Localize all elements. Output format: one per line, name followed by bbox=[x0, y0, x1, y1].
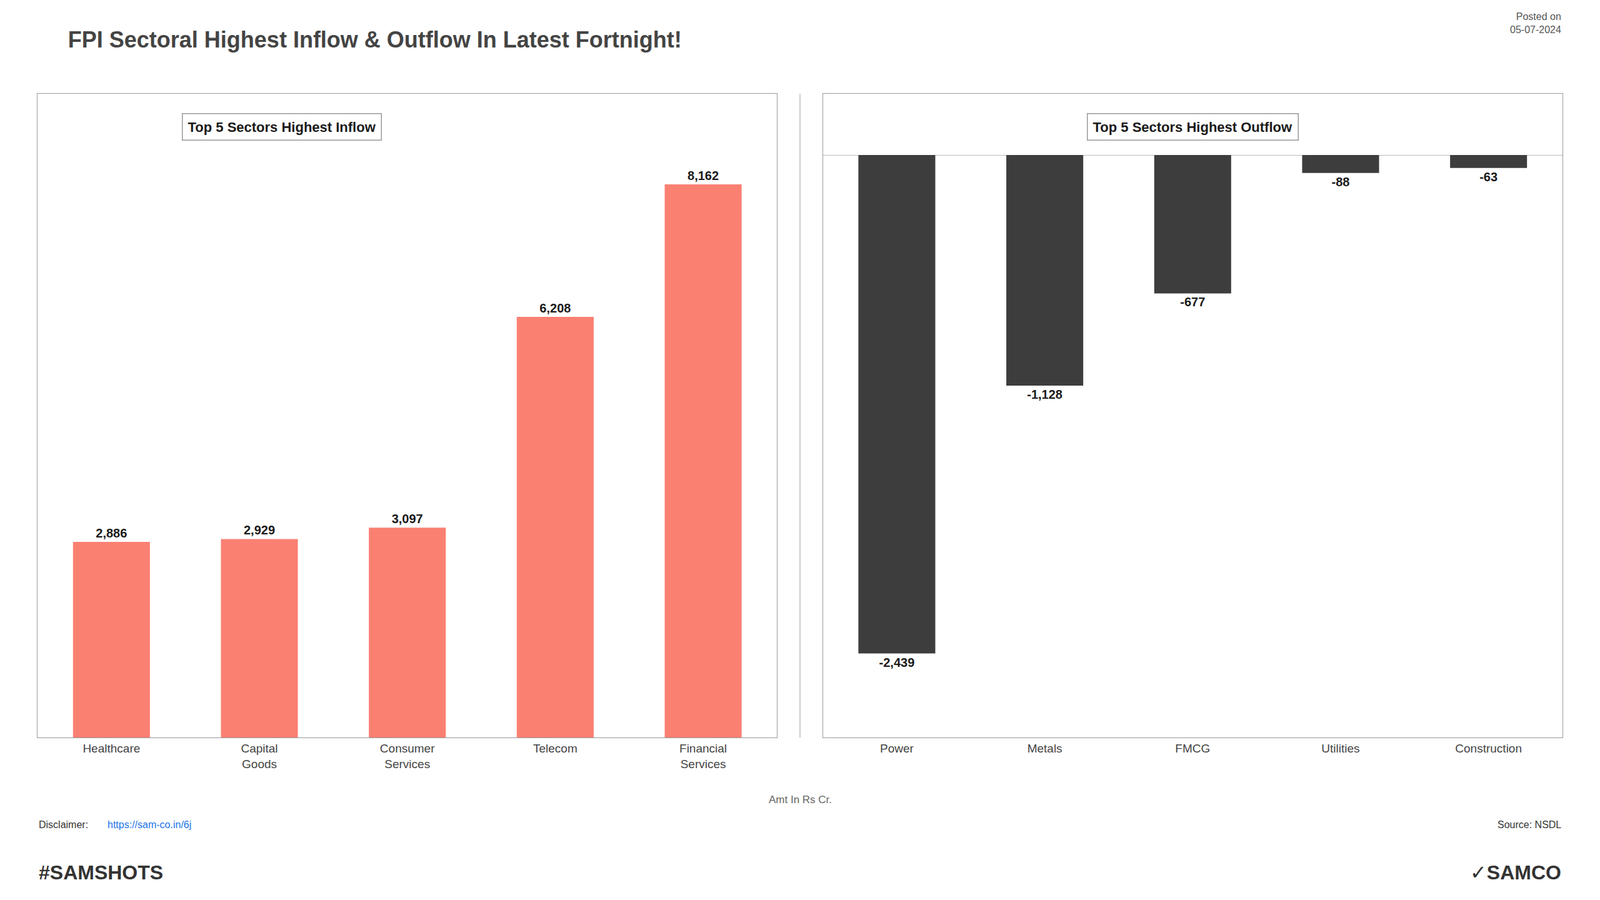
svg-text:-63: -63 bbox=[1479, 170, 1498, 184]
svg-text:2,929: 2,929 bbox=[243, 523, 275, 537]
svg-text:Amt In Rs Cr.: Amt In Rs Cr. bbox=[768, 793, 832, 806]
svg-text:2,886: 2,886 bbox=[95, 526, 127, 540]
svg-text:https://sam-co.in/6j: https://sam-co.in/6j bbox=[107, 819, 192, 830]
svg-text:FPI Sectoral Highest Inflow &: FPI Sectoral Highest Inflow & Outflow In… bbox=[68, 26, 682, 53]
svg-text:Disclaimer:: Disclaimer: bbox=[38, 819, 92, 830]
svg-text:Healthcare: Healthcare bbox=[82, 741, 140, 755]
svg-text:6,208: 6,208 bbox=[539, 301, 571, 315]
svg-text:CapitalGoods: CapitalGoods bbox=[240, 741, 278, 771]
svg-text:ConsumerServices: ConsumerServices bbox=[380, 741, 435, 771]
svg-text:Utilities: Utilities bbox=[1321, 741, 1360, 755]
svg-text:Top 5 Sectors Highest Inflow: Top 5 Sectors Highest Inflow bbox=[188, 119, 377, 135]
svg-text:3,097: 3,097 bbox=[391, 511, 424, 526]
svg-text:Telecom: Telecom bbox=[533, 741, 578, 755]
svg-text:-2,439: -2,439 bbox=[879, 655, 915, 670]
svg-text:-677: -677 bbox=[1180, 295, 1205, 309]
svg-text:Power: Power bbox=[880, 741, 915, 755]
svg-text:✓SAMCO: ✓SAMCO bbox=[1470, 861, 1562, 884]
svg-text:-1,128: -1,128 bbox=[1026, 387, 1063, 402]
svg-text:Metals: Metals bbox=[1027, 741, 1063, 755]
svg-text:#SAMSHOTS: #SAMSHOTS bbox=[38, 861, 164, 884]
svg-text:FinancialServices: FinancialServices bbox=[679, 741, 727, 771]
svg-text:Source: NSDL: Source: NSDL bbox=[1497, 819, 1562, 830]
svg-text:-88: -88 bbox=[1331, 175, 1350, 189]
svg-text:8,162: 8,162 bbox=[687, 168, 719, 183]
svg-text:FMCG: FMCG bbox=[1175, 741, 1210, 755]
svg-text:Construction: Construction bbox=[1455, 741, 1522, 755]
svg-text:Top 5 Sectors Highest Outflow: Top 5 Sectors Highest Outflow bbox=[1093, 119, 1294, 135]
svg-text:Posted on05-07-2024: Posted on05-07-2024 bbox=[1510, 11, 1562, 35]
